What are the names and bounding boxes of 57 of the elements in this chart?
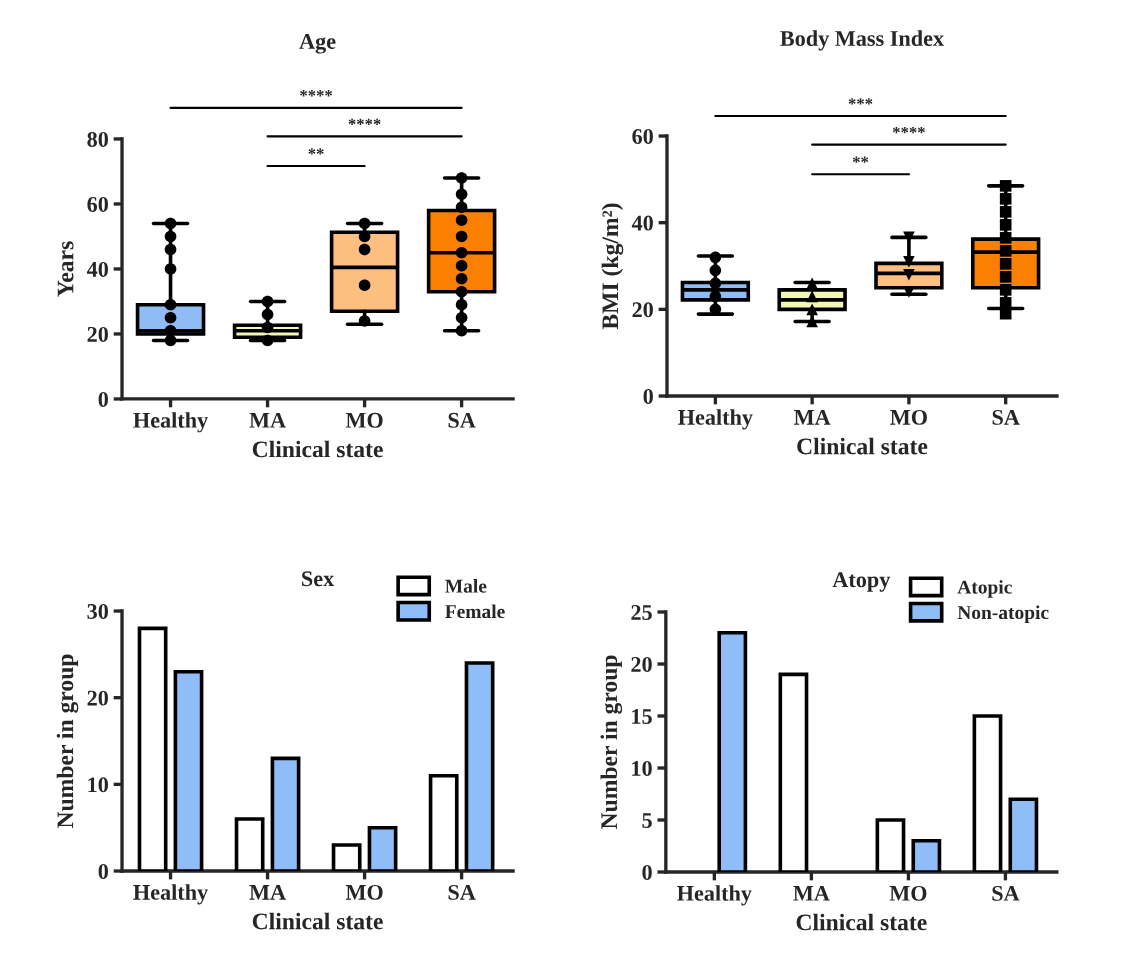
y-tick-label: 60 bbox=[87, 196, 108, 212]
y-tick-label: 40 bbox=[631, 215, 653, 231]
x-tick-label: MA bbox=[793, 885, 830, 901]
y-tick-label: 15 bbox=[632, 709, 652, 724]
y-tick-label: 20 bbox=[87, 326, 108, 342]
x-axis-title: Clinical state bbox=[797, 437, 928, 455]
y-tick-label: 5 bbox=[642, 813, 652, 828]
annotation: ** bbox=[308, 148, 324, 155]
x-tick-label: Healthy bbox=[677, 885, 752, 906]
x-axis-title: Clinical state bbox=[252, 440, 383, 458]
annotation: ** bbox=[852, 156, 869, 163]
y-tick-label: 20 bbox=[87, 690, 108, 706]
y-axis-title: Number in group bbox=[56, 654, 79, 829]
x-tick-label: SA bbox=[448, 884, 476, 900]
x-axis-title: Clinical state bbox=[796, 913, 927, 931]
y-tick-label: 30 bbox=[87, 603, 108, 619]
legend-label: Atopic bbox=[957, 580, 1012, 598]
x-tick-label: MA bbox=[794, 409, 831, 425]
y-tick-label: 25 bbox=[631, 605, 652, 620]
x-tick-label: SA bbox=[448, 412, 476, 428]
y-tick-label: 20 bbox=[631, 656, 652, 672]
x-tick-label: MO bbox=[890, 409, 927, 425]
y-tick-label: 0 bbox=[98, 863, 108, 879]
y-axis-title: Number in group bbox=[600, 655, 623, 830]
y-tick-label: 10 bbox=[632, 760, 652, 776]
x-tick-label: MA bbox=[249, 884, 286, 900]
chart-title: Age bbox=[299, 34, 336, 54]
legend-label: Male bbox=[445, 579, 487, 593]
x-tick-label: MO bbox=[345, 884, 383, 900]
x-tick-label: SA bbox=[992, 885, 1020, 901]
x-tick-label: Healthy bbox=[133, 884, 208, 905]
x-tick-label: MO bbox=[889, 885, 927, 901]
legend-label: Non-atopic bbox=[957, 605, 1049, 624]
text: **** bbox=[300, 90, 333, 97]
y-tick-label: 0 bbox=[98, 391, 108, 407]
y-tick-label: 40 bbox=[86, 261, 108, 277]
y-tick-label: 60 bbox=[632, 128, 653, 144]
y-axis-title: Years bbox=[57, 241, 74, 297]
y-tick-label: 0 bbox=[643, 388, 653, 404]
y-tick-label: 0 bbox=[642, 864, 652, 880]
x-axis-title: Clinical state bbox=[252, 912, 383, 930]
x-tick-label: Healthy bbox=[678, 409, 753, 430]
text: **** bbox=[348, 118, 381, 125]
y-tick-label: 20 bbox=[632, 302, 653, 318]
y-tick-label: 10 bbox=[88, 777, 108, 793]
text: **** bbox=[892, 126, 925, 134]
y-axis-title: BMI (kg/m²) bbox=[601, 203, 624, 330]
text: *** bbox=[848, 98, 873, 105]
x-tick-label: MA bbox=[249, 412, 286, 428]
x-tick-label: SA bbox=[992, 409, 1020, 425]
x-tick-label: Healthy bbox=[133, 412, 208, 433]
x-tick-label: MO bbox=[345, 412, 383, 428]
chart-title: Atopy bbox=[832, 572, 891, 592]
chart-title: Sex bbox=[302, 571, 335, 587]
chart-title: Body Mass Index bbox=[780, 30, 944, 51]
legend-label: Female bbox=[445, 604, 505, 619]
y-tick-label: 80 bbox=[87, 131, 108, 147]
